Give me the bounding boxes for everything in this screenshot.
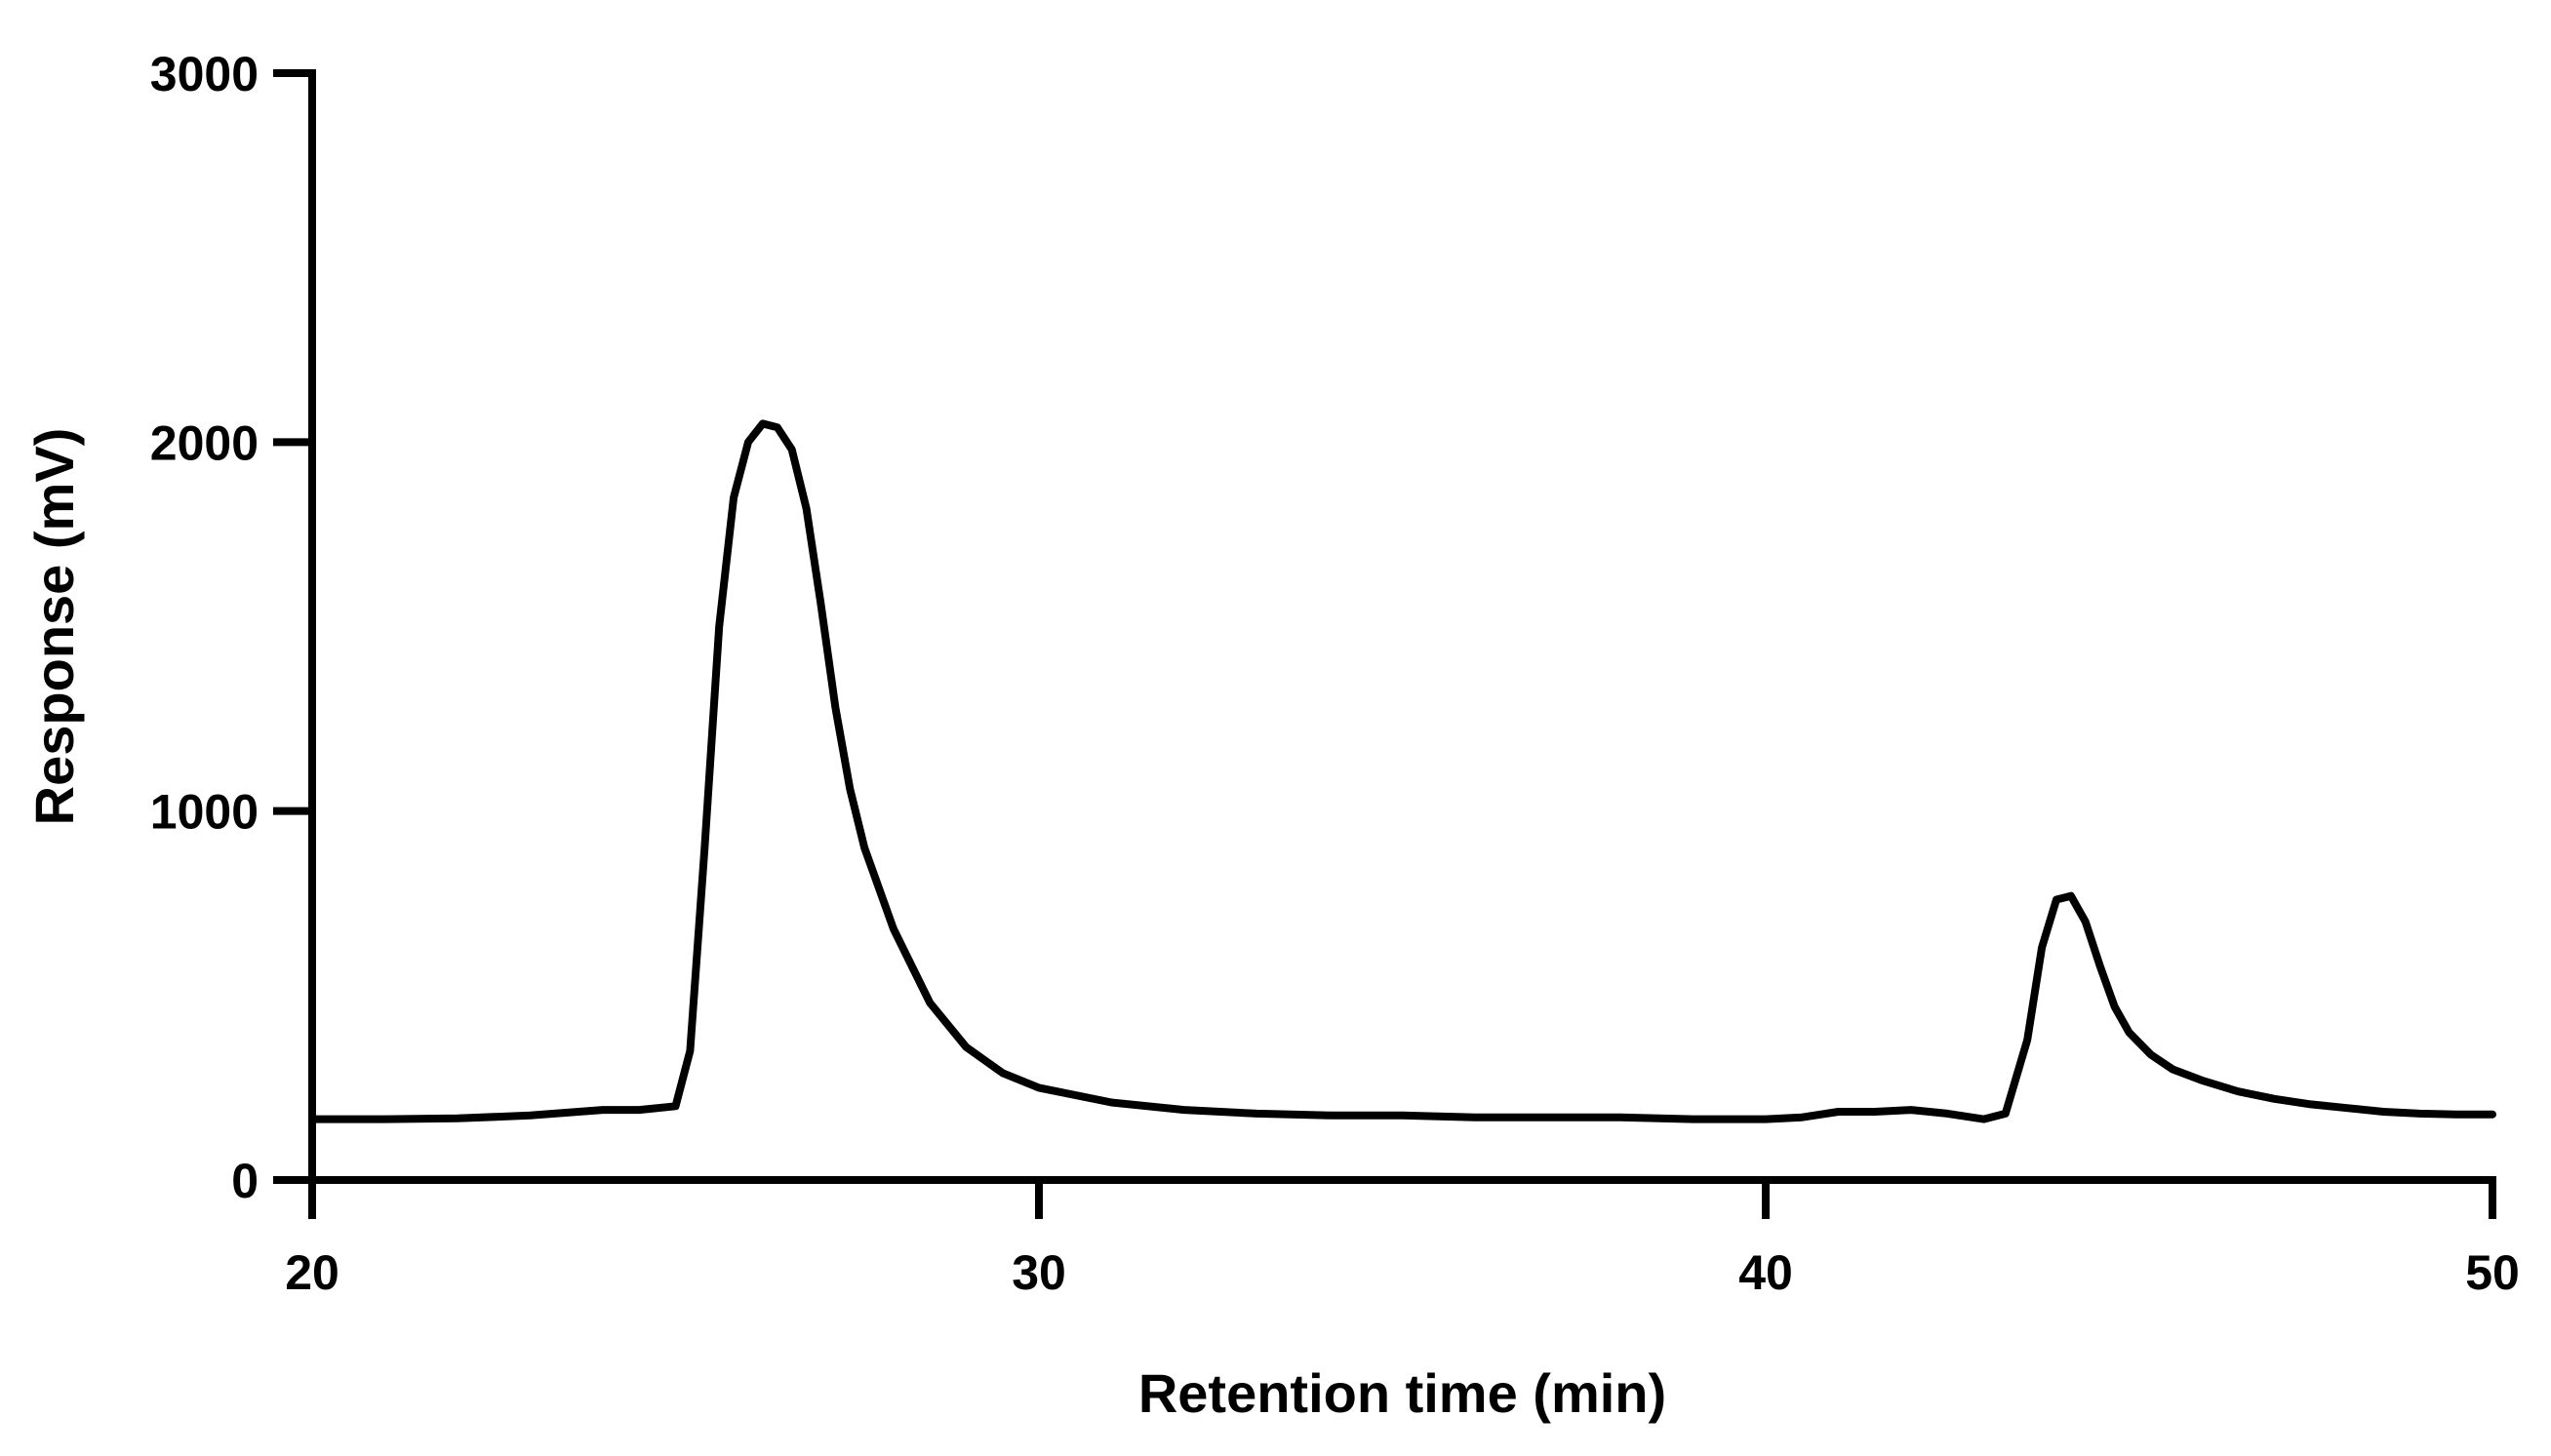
y-tick-label: 3000 (150, 47, 259, 101)
x-axis-title: Retention time (min) (1138, 1362, 1666, 1424)
y-tick-label: 1000 (150, 785, 259, 840)
y-tick-label: 0 (231, 1154, 259, 1208)
axes (312, 73, 2492, 1180)
x-tick-label: 40 (1738, 1245, 1793, 1300)
y-axis-title: Response (mV) (23, 428, 85, 826)
y-tick-label: 2000 (150, 415, 259, 470)
series-layer (312, 423, 2492, 1119)
x-tick-label: 50 (2465, 1245, 2520, 1300)
x-tick-label: 20 (285, 1245, 339, 1300)
x-tick-label: 30 (1012, 1245, 1066, 1300)
chromatogram-trace (312, 423, 2492, 1119)
